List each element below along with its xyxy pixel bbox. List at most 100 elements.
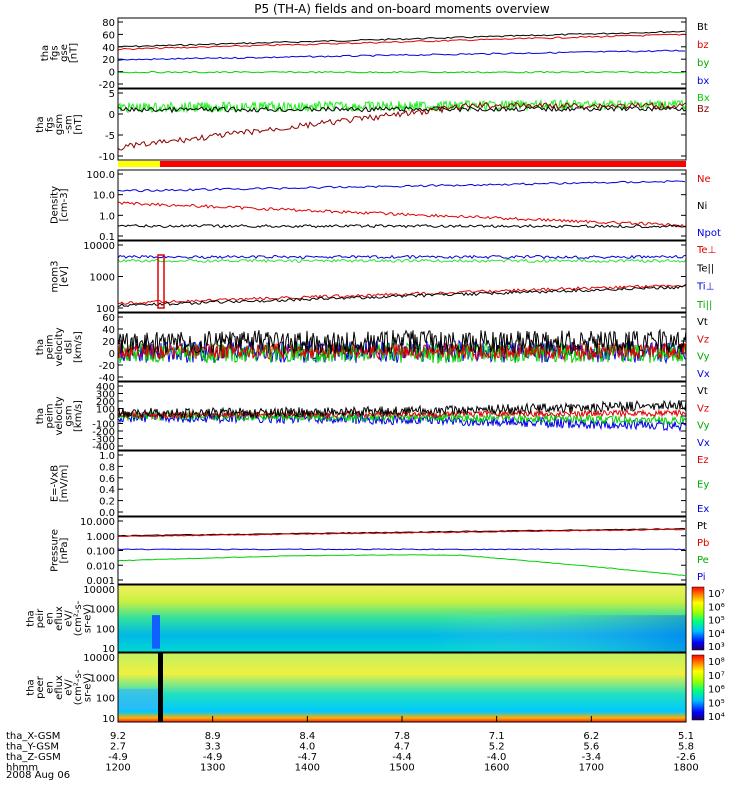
x-value: -4.4 (392, 752, 412, 763)
y-tick-label: -20 (99, 361, 115, 372)
panel-content (117, 328, 687, 365)
panel-p7: E=-VxB[mV/m] 1.00.80.60.40.20.0 Ez Ey Ex (49, 450, 709, 519)
x-value: 1700 (579, 763, 604, 774)
x-row-label: tha_X-GSM (6, 731, 60, 742)
panel-p4: mom3[eV] 10000 1000 100 Te⊥ Te|| Ti⊥ Ti|| (49, 240, 716, 315)
panel-ylabel: Pressure[nPa] (49, 529, 70, 572)
panel-frame (117, 516, 687, 585)
x-value: -4.9 (203, 752, 223, 763)
y-tick-label: 0.2 (99, 497, 115, 508)
y-tick-label: -300 (92, 435, 115, 446)
series-line (117, 70, 686, 74)
y-tick-label: 1.000 (86, 532, 115, 543)
y-tick-label: 10000 (83, 653, 115, 664)
legend-label: Te⊥ (696, 245, 716, 256)
legend-label: Bz (697, 104, 709, 115)
ylabel-line: fgs (45, 117, 56, 132)
x-axis-labels: tha_X-GSM 9.2 8.9 8.4 7.8 7.1 6.2 5.1 tha_Y-GSM 2… (6, 716, 699, 781)
series-line (117, 341, 687, 361)
y-tick-label: 0.6 (99, 474, 115, 485)
legend-label: Bx (697, 93, 710, 104)
colorbar-label: 10⁴ (708, 629, 725, 640)
x-value: -4.0 (487, 752, 507, 763)
y-tick-label: 20 (102, 337, 115, 348)
ylabel-line: Density (49, 186, 60, 224)
legend-label: Vy (697, 421, 710, 432)
ylabel-line: eflux (54, 606, 65, 631)
y-tick-label: 60 (102, 30, 115, 41)
y-tick-label: -400 (92, 442, 115, 453)
panel-p8: Pressure[nPa] 10.000 1.000 0.100 0.010 0.001 P… (49, 516, 709, 587)
x-value: -2.6 (676, 752, 696, 763)
series-line (117, 285, 687, 308)
spectrogram-gap (158, 653, 163, 722)
y-tick-label: 10.0 (93, 191, 115, 202)
ylabel-line: gsm (64, 405, 75, 426)
spike-marker (157, 254, 165, 309)
ylabel-line: (cm²-s- (73, 669, 84, 705)
series-line (117, 527, 686, 537)
y-tick-label: -40 (99, 373, 115, 384)
y-tick-label: 100 (96, 624, 115, 635)
y-tick-label: 10 (102, 714, 115, 725)
legend-label: Ex (697, 504, 709, 515)
x-value: 7.1 (489, 731, 505, 742)
ylabel-line: sr-eV) (83, 604, 94, 633)
panel-frame (117, 17, 687, 89)
legend-label: Vt (697, 317, 708, 328)
panel-ylabel: Density[cm-3] (49, 186, 70, 224)
panel-ylabel: mom3[eV] (49, 261, 70, 293)
y-tick-label: 100 (96, 405, 115, 416)
series-line (117, 528, 686, 538)
legend-label: Ti|| (696, 300, 712, 311)
panel-content (118, 653, 686, 722)
series-line (117, 283, 687, 305)
series-line (118, 30, 686, 48)
ylabel-line: (cm²-s- (73, 600, 84, 636)
mode-bar-slow (118, 161, 160, 167)
ylabel-line: sr-eV) (83, 673, 94, 702)
ylabel-line: en (45, 612, 56, 625)
ylabel-line: tha (26, 679, 37, 695)
x-value: 9.2 (110, 731, 126, 742)
legend-label: Ni (697, 201, 707, 212)
y-tick-label: 10000 (83, 241, 115, 252)
series-line (117, 223, 687, 229)
ylabel-line: mom3 (49, 261, 60, 293)
y-tick-label: 0.4 (99, 485, 115, 496)
ylabel-line: peir (35, 608, 46, 628)
panel-content (117, 254, 687, 309)
series-line (117, 548, 686, 551)
y-tick-label: 0.010 (86, 561, 115, 572)
y-tick-label: -20 (99, 80, 115, 91)
ylabel-line: -sm (64, 115, 75, 134)
y-tick-label: 1000 (90, 273, 115, 284)
colorbar-label: 10³ (708, 642, 725, 653)
panel-content (117, 180, 687, 229)
panel-frame (117, 169, 687, 241)
x-value: 5.2 (489, 742, 505, 753)
ylabel-line: eV/ (64, 610, 75, 627)
y-tick-label: 10.000 (80, 517, 115, 528)
ylabel-line: [mV/m] (59, 465, 70, 503)
x-value: 5.1 (678, 731, 694, 742)
legend-label: bz (697, 40, 709, 51)
y-tick-label: 40 (102, 43, 115, 54)
colorbar-label: 10⁵ (708, 698, 725, 709)
colorbar-label: 10⁶ (708, 602, 725, 613)
series-line (117, 399, 687, 420)
y-tick-label: 1.0 (99, 451, 115, 462)
y-tick-label: 60 (102, 313, 115, 324)
series-line (117, 105, 687, 114)
y-tick-label: 200 (96, 397, 115, 408)
y-tick-label: 0.0 (99, 508, 115, 519)
spectrogram-feature (152, 615, 160, 649)
y-tick-label: 0.001 (86, 576, 115, 587)
legend-label: Pb (697, 538, 709, 549)
